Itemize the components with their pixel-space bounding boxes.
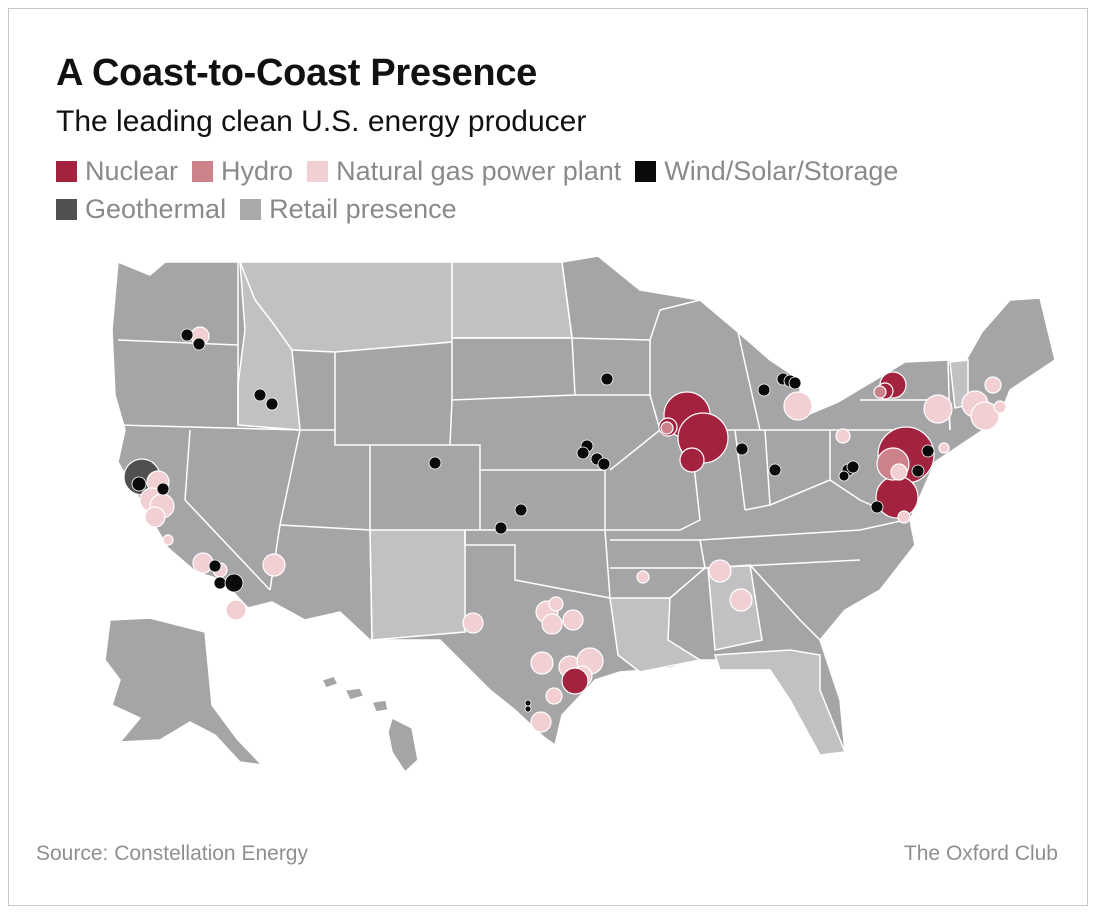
marker-natural-gas (729, 588, 753, 612)
marker-wind-solar-storage (131, 476, 147, 492)
marker-wind-solar-storage (921, 444, 935, 458)
legend-label-retail: Retail presence (269, 193, 457, 224)
marker-wind-solar-storage (597, 457, 611, 471)
marker-wind-solar-storage (757, 383, 771, 397)
marker-hydro (873, 385, 887, 399)
marker-nuclear (875, 475, 919, 519)
marker-natural-gas (835, 428, 851, 444)
contiguous-us-shape (111, 255, 1056, 756)
marker-hydro (660, 421, 674, 435)
marker-natural-gas (225, 599, 247, 621)
legend-swatch-nuclear (56, 160, 77, 182)
alaska-shape (104, 617, 263, 766)
marker-nuclear (561, 667, 589, 695)
marker-wind-solar-storage (224, 573, 244, 593)
source-note: Source: Constellation Energy (36, 842, 308, 865)
marker-wind-solar-storage (514, 503, 528, 517)
legend-row-1: Nuclear Hydro Natural gas power plant Wi… (56, 152, 1036, 190)
marker-wind-solar-storage (156, 482, 170, 496)
marker-wind-solar-storage (265, 397, 279, 411)
plant-markers (123, 326, 1007, 733)
brand-credit: The Oxford Club (903, 842, 1058, 865)
marker-natural-gas (562, 609, 584, 631)
marker-natural-gas (970, 401, 1000, 431)
marker-natural-gas (938, 442, 950, 454)
marker-nuclear (679, 447, 705, 473)
marker-natural-gas (897, 510, 911, 524)
marker-wind-solar-storage (788, 376, 802, 390)
marker-natural-gas (923, 394, 953, 424)
legend-swatch-retail (240, 198, 262, 220)
legend-swatch-geothermal (56, 198, 77, 220)
hawaii-shape (321, 675, 419, 773)
legend-label-wind-solar-storage: Wind/Solar/Storage (664, 155, 899, 186)
marker-natural-gas (144, 506, 166, 528)
chart-subtitle: The leading clean U.S. energy producer (56, 105, 587, 138)
marker-natural-gas (545, 687, 563, 705)
legend-swatch-hydro (192, 160, 214, 182)
marker-natural-gas (984, 376, 1002, 394)
legend-label-natural-gas: Natural gas power plant (336, 155, 622, 186)
marker-natural-gas (541, 613, 563, 635)
marker-wind-solar-storage (192, 337, 206, 351)
marker-natural-gas (548, 596, 564, 612)
legend: Nuclear Hydro Natural gas power plant Wi… (56, 152, 1036, 228)
legend-row-2: Geothermal Retail presence (56, 190, 1036, 228)
legend-item-nuclear: Nuclear (56, 156, 178, 187)
marker-wind-solar-storage (735, 442, 749, 456)
marker-wind-solar-storage (208, 559, 222, 573)
marker-natural-gas (162, 534, 174, 546)
marker-wind-solar-storage (253, 388, 267, 402)
marker-wind-solar-storage (911, 464, 925, 478)
state-new-mexico (369, 529, 466, 641)
state-florida (713, 649, 847, 756)
legend-item-hydro: Hydro (192, 156, 293, 187)
state-north-dakota (451, 261, 573, 339)
state-shapes (104, 255, 1056, 773)
marker-wind-solar-storage (524, 705, 532, 713)
legend-item-wind-solar-storage: Wind/Solar/Storage (635, 156, 898, 187)
marker-wind-solar-storage (494, 521, 508, 535)
marker-natural-gas (530, 651, 554, 675)
marker-wind-solar-storage (428, 456, 442, 470)
marker-wind-solar-storage (600, 372, 614, 386)
legend-label-geothermal: Geothermal (85, 193, 227, 224)
legend-item-retail: Retail presence (240, 194, 457, 225)
marker-wind-solar-storage (180, 328, 194, 342)
legend-label-nuclear: Nuclear (85, 155, 179, 186)
marker-wind-solar-storage (846, 460, 860, 474)
marker-natural-gas (708, 559, 732, 583)
marker-natural-gas (262, 553, 286, 577)
marker-natural-gas (783, 391, 813, 421)
marker-wind-solar-storage (768, 463, 782, 477)
marker-natural-gas (636, 570, 650, 584)
marker-wind-solar-storage (870, 500, 884, 514)
marker-wind-solar-storage (576, 446, 590, 460)
marker-natural-gas (462, 612, 484, 634)
marker-natural-gas (530, 711, 552, 733)
legend-swatch-wind-solar-storage (635, 160, 657, 182)
legend-item-natural-gas: Natural gas power plant (307, 156, 621, 187)
marker-wind-solar-storage (838, 470, 850, 482)
marker-natural-gas (890, 463, 908, 481)
marker-wind-solar-storage (213, 576, 227, 590)
non-retail-states (237, 261, 969, 756)
marker-wind-solar-storage (524, 699, 532, 707)
legend-swatch-natural-gas (307, 160, 329, 182)
marker-natural-gas (993, 400, 1007, 414)
legend-item-geothermal: Geothermal (56, 194, 226, 225)
legend-label-hydro: Hydro (221, 155, 294, 186)
chart-title: A Coast-to-Coast Presence (56, 52, 537, 94)
